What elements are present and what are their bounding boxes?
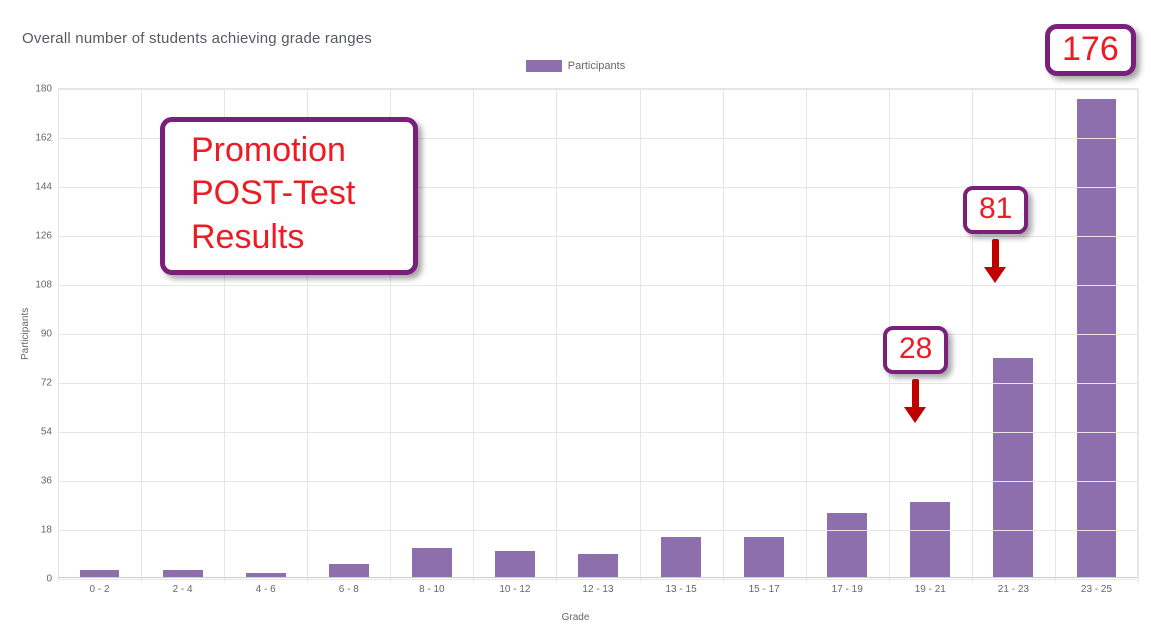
x-tick-label: 15 - 17 (749, 584, 780, 595)
x-axis-label: Grade (0, 612, 1151, 623)
arrow-down-icon (904, 379, 926, 423)
y-tick-label: 36 (41, 476, 52, 487)
legend-label: Participants (568, 60, 625, 72)
bar (329, 564, 369, 578)
grid-line (58, 530, 1137, 531)
arrow-shaft (992, 239, 999, 269)
x-tick-label: 8 - 10 (419, 584, 445, 595)
x-tick-label: 0 - 2 (90, 584, 110, 595)
annotation-value-81: 81 (963, 186, 1028, 234)
x-tick-label: 2 - 4 (173, 584, 193, 595)
y-tick-label: 162 (35, 133, 52, 144)
y-tick-label: 126 (35, 231, 52, 242)
x-tick-label: 12 - 13 (582, 584, 613, 595)
annotation-promotion-box: Promotion POST-Test Results (160, 117, 418, 275)
y-tick-label: 72 (41, 378, 52, 389)
annotation-text: 176 (1062, 32, 1119, 66)
legend: Participants (0, 60, 1151, 72)
grid-line (58, 383, 1137, 384)
bar (661, 537, 701, 578)
grid-line (58, 285, 1137, 286)
y-tick-label: 144 (35, 182, 52, 193)
x-tick-label: 13 - 15 (665, 584, 696, 595)
bar (744, 537, 784, 578)
x-tick-label: 4 - 6 (256, 584, 276, 595)
arrow-shaft (912, 379, 919, 409)
x-tick-label: 6 - 8 (339, 584, 359, 595)
grid-separator (1138, 89, 1139, 582)
x-tick-label: 19 - 21 (915, 584, 946, 595)
x-tick-label: 17 - 19 (832, 584, 863, 595)
annotation-line: Results (191, 216, 387, 260)
y-tick-label: 54 (41, 427, 52, 438)
bar (495, 551, 535, 578)
x-tick-label: 10 - 12 (499, 584, 530, 595)
annotation-value-176: 176 (1045, 24, 1136, 76)
grid-line (58, 579, 1137, 580)
y-tick-label: 90 (41, 329, 52, 340)
annotation-text: 28 (899, 334, 932, 364)
bar (993, 358, 1033, 579)
arrow-down-icon (984, 239, 1006, 283)
x-tick-label: 21 - 23 (998, 584, 1029, 595)
annotation-text: 81 (979, 194, 1012, 224)
arrow-head (904, 407, 926, 423)
annotation-line: Promotion (191, 129, 387, 173)
grid-line (58, 334, 1137, 335)
y-tick-label: 180 (35, 84, 52, 95)
bar (827, 513, 867, 578)
y-tick-label: 108 (35, 280, 52, 291)
annotation-line: POST-Test (191, 172, 387, 216)
bar (1077, 99, 1117, 578)
y-axis-label: Participants (20, 308, 31, 360)
grid-line (58, 481, 1137, 482)
y-tick-label: 18 (41, 525, 52, 536)
grid-line (58, 89, 1137, 90)
bar (578, 554, 618, 579)
bar (910, 502, 950, 578)
grid-line (58, 432, 1137, 433)
y-tick-label: 0 (46, 574, 52, 585)
chart-container: Overall number of students achieving gra… (0, 0, 1151, 630)
chart-title: Overall number of students achieving gra… (22, 30, 372, 47)
bar (412, 548, 452, 578)
legend-swatch (526, 60, 562, 72)
x-axis-line (58, 577, 1137, 578)
x-tick-label: 23 - 25 (1081, 584, 1112, 595)
arrow-head (984, 267, 1006, 283)
annotation-value-28: 28 (883, 326, 948, 374)
